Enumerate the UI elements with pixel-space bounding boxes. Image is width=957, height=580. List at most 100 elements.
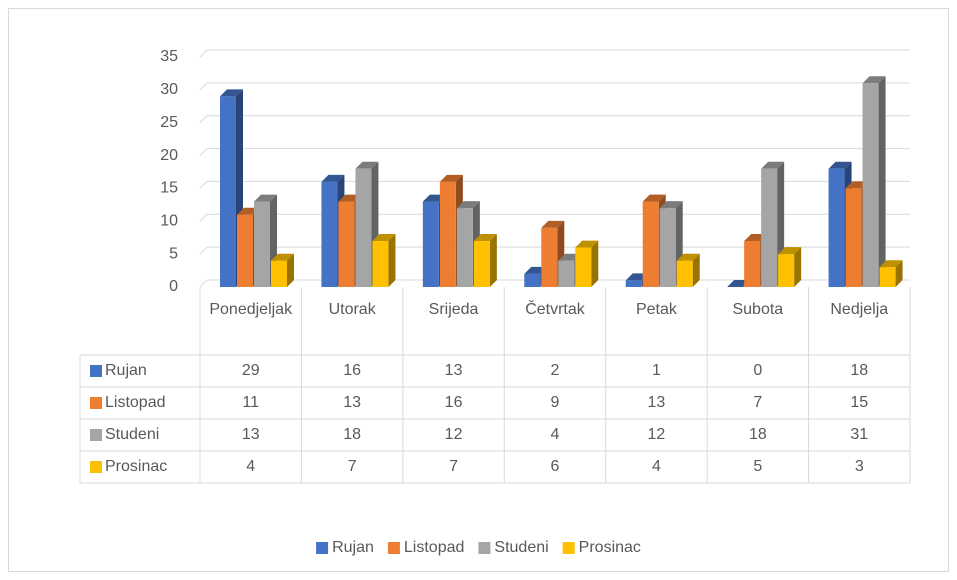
bar-face <box>473 234 497 241</box>
legend-key <box>90 461 102 473</box>
bar-face <box>761 161 785 169</box>
grid-line <box>199 213 208 222</box>
table-cell: 18 <box>749 426 767 443</box>
bar-face <box>287 253 294 287</box>
bar-face <box>439 181 456 287</box>
table-cell: 16 <box>445 394 463 411</box>
grid-line <box>199 82 208 91</box>
table-cell: 18 <box>343 426 361 443</box>
bar <box>676 253 700 287</box>
bar-face <box>489 234 497 287</box>
bar-face <box>254 201 270 287</box>
legend-key <box>387 542 400 554</box>
grid-line <box>199 49 208 58</box>
table-cell: 4 <box>246 458 255 475</box>
table-cell: 13 <box>242 426 260 443</box>
bar-face <box>676 253 700 261</box>
x-tick-label: Utorak <box>328 301 376 318</box>
legend-label: Listopad <box>404 539 465 556</box>
bar <box>575 240 599 287</box>
bar <box>778 247 802 287</box>
legend: Rujan Listopad Studeni Prosinac <box>316 539 641 556</box>
bar-face <box>220 89 243 97</box>
y-tick-label: 20 <box>160 147 178 164</box>
table-cell: 29 <box>242 362 260 379</box>
bar-face <box>659 201 683 209</box>
bar-face <box>828 161 852 169</box>
y-tick-label: 0 <box>169 278 178 295</box>
bar-face <box>355 168 372 287</box>
grid-line <box>199 279 208 288</box>
table-cell: 13 <box>343 394 361 411</box>
table-cell: 4 <box>652 458 661 475</box>
bar-face <box>659 208 676 287</box>
bar-face <box>338 201 355 287</box>
bar-face <box>271 253 294 261</box>
table-cell: 0 <box>753 362 762 379</box>
bar-face <box>422 201 439 287</box>
bar <box>473 234 497 287</box>
bar-face <box>372 241 389 287</box>
bar-face <box>220 96 236 287</box>
legend-key <box>478 542 491 554</box>
table-cell: 18 <box>850 362 868 379</box>
bar-face <box>456 208 473 287</box>
y-tick-label: 35 <box>160 48 178 65</box>
legend-key <box>562 542 575 554</box>
y-tick-label: 25 <box>160 114 178 131</box>
bar-face <box>254 194 277 202</box>
y-tick-label: 5 <box>169 245 178 262</box>
table-cell: 16 <box>343 362 361 379</box>
table-cell: 12 <box>648 426 666 443</box>
y-tick-label: 10 <box>160 213 178 230</box>
table-cell: 7 <box>449 458 458 475</box>
bar-face <box>321 181 338 287</box>
bar-face <box>794 247 802 287</box>
table-cell: 15 <box>850 394 868 411</box>
bar-face <box>862 76 886 84</box>
grid-line <box>199 181 208 189</box>
bar-face <box>625 280 642 287</box>
x-tick-label: Petak <box>635 301 677 318</box>
table-cell: 6 <box>551 458 560 475</box>
bar-face <box>845 188 862 287</box>
bar <box>271 253 294 287</box>
bar <box>456 201 480 287</box>
bar-face <box>456 201 480 209</box>
bar-face <box>591 240 599 287</box>
bar-face <box>778 247 802 255</box>
bar <box>862 76 886 288</box>
bar-face <box>778 254 795 287</box>
bar-face <box>878 76 886 288</box>
bar <box>372 234 396 287</box>
table-cell: 5 <box>753 458 762 475</box>
bar-face <box>642 201 659 287</box>
bar-face <box>271 260 287 287</box>
bar-face <box>879 267 896 287</box>
bar-face <box>473 241 490 287</box>
table-cell: 9 <box>551 394 560 411</box>
x-tick-label: Četvrtak <box>525 301 585 318</box>
bar <box>879 260 903 287</box>
legend-label: Studeni <box>494 539 548 556</box>
bar-face <box>862 83 879 288</box>
table-cell: 7 <box>348 458 357 475</box>
bar-face <box>642 194 666 202</box>
legend-label: Prosinac <box>579 539 641 556</box>
bar-face <box>541 227 558 287</box>
legend-key <box>316 542 329 554</box>
chart-border <box>8 8 949 572</box>
bar-face <box>439 174 463 182</box>
bar-face <box>575 240 599 248</box>
table-cell: 31 <box>850 426 868 443</box>
bar-face <box>744 241 761 287</box>
bar-face <box>355 161 379 169</box>
bar-face <box>879 260 903 268</box>
bar-face <box>692 253 700 287</box>
table-cell: 13 <box>445 362 463 379</box>
bar-face <box>828 168 845 287</box>
bar-face <box>895 260 903 287</box>
table-cell: 7 <box>753 394 762 411</box>
